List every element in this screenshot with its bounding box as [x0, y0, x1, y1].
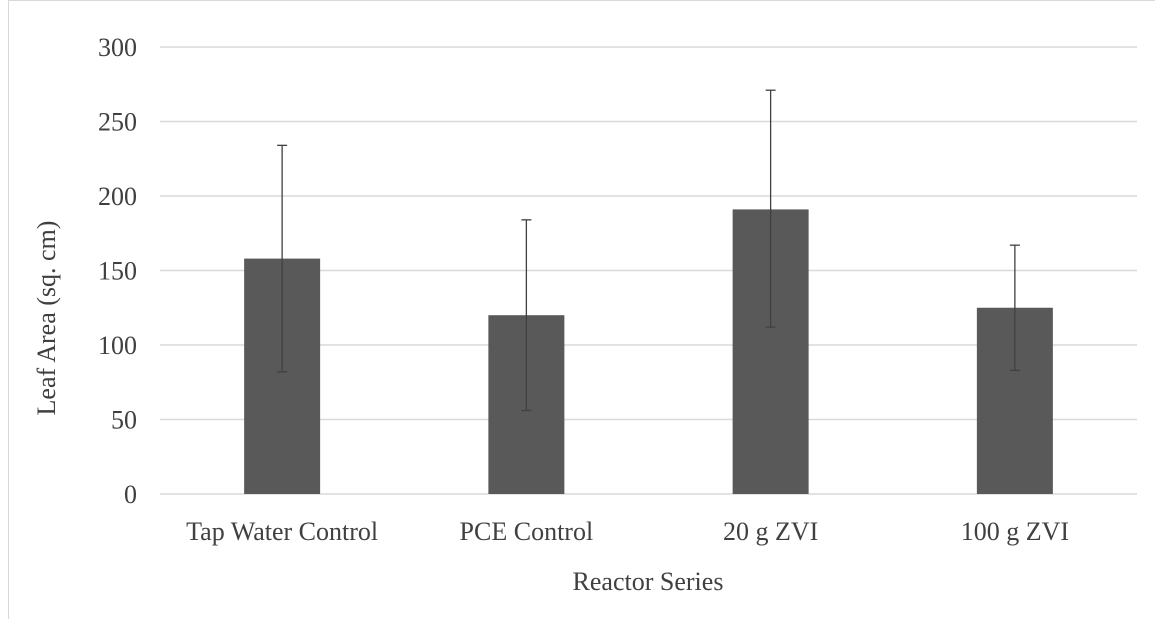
y-tick-label: 250 — [98, 108, 137, 137]
gridlines — [160, 46, 1137, 495]
x-tick-label: 100 g ZVI — [961, 517, 1069, 546]
x-tick-label: Tap Water Control — [186, 517, 378, 546]
x-axis-title: Reactor Series — [573, 567, 724, 596]
chart-frame — [8, 0, 1155, 619]
x-axis-tick-labels: Tap Water Control PCE Control 20 g ZVI 100 … — [186, 517, 1069, 546]
y-tick-label: 300 — [98, 33, 137, 62]
y-axis-tick-labels: 0 50 100 150 200 250 300 — [98, 33, 137, 509]
error-bars — [277, 89, 1020, 412]
bars — [244, 209, 1053, 494]
y-axis-title: Leaf Area (sq. cm) — [32, 221, 61, 416]
y-tick-label: 100 — [98, 331, 137, 360]
y-tick-label: 0 — [124, 480, 137, 509]
x-tick-label: PCE Control — [460, 517, 594, 546]
y-tick-label: 200 — [98, 182, 137, 211]
y-tick-label: 150 — [98, 257, 137, 286]
x-tick-label: 20 g ZVI — [723, 517, 818, 546]
y-tick-label: 50 — [111, 406, 137, 435]
